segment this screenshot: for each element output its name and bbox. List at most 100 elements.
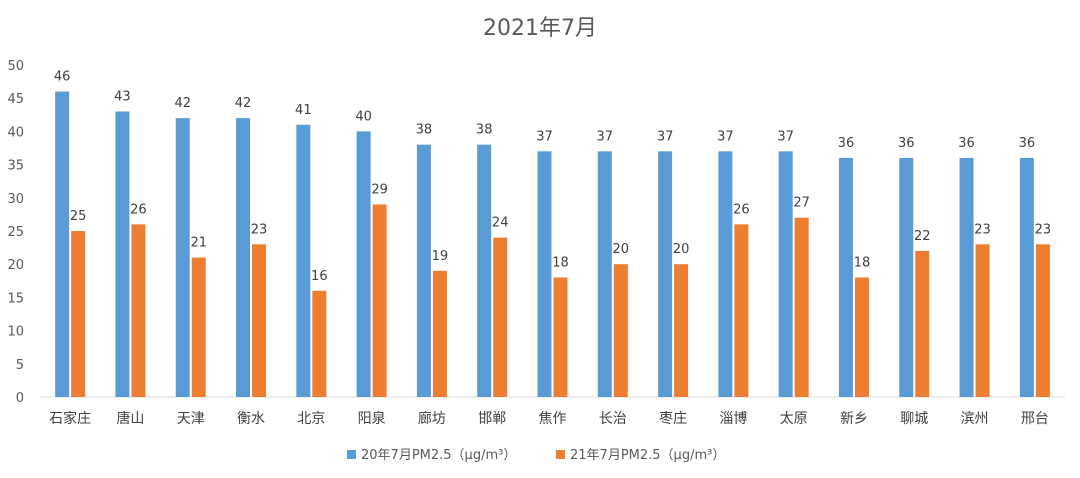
data-label: 25 (70, 209, 87, 224)
data-label: 23 (1035, 222, 1052, 237)
bars-group (55, 91, 1050, 398)
y-tick-label: 15 (7, 291, 24, 306)
chart-title: 2021年7月 (483, 16, 597, 41)
data-label: 37 (777, 129, 794, 144)
y-axis: 0 5 10 15 20 25 30 35 40 45 50 (7, 59, 24, 406)
y-tick-label: 50 (7, 59, 24, 74)
data-label: 18 (854, 255, 871, 270)
bar-2021 (312, 290, 327, 397)
y-tick-label: 30 (7, 192, 24, 207)
y-tick-label: 10 (7, 325, 24, 340)
bar-2021 (553, 277, 568, 397)
x-tick-label: 邯郸 (478, 411, 506, 427)
data-label: 37 (657, 129, 674, 144)
bar-2021 (191, 257, 206, 397)
legend-swatch-20 (347, 450, 356, 459)
bar-2021 (1035, 244, 1050, 397)
data-label: 29 (371, 182, 388, 197)
bar-2021 (794, 217, 809, 397)
data-label: 46 (54, 70, 71, 85)
bar-2020 (175, 118, 190, 398)
data-label: 36 (958, 136, 975, 151)
data-label: 24 (492, 216, 509, 231)
data-label: 36 (838, 136, 855, 151)
x-tick-label: 阳泉 (358, 410, 386, 427)
data-label: 43 (114, 89, 131, 104)
data-label: 18 (552, 255, 569, 270)
x-tick-label: 焦作 (539, 411, 567, 427)
data-label: 21 (190, 236, 207, 251)
x-tick-label: 长治 (599, 411, 627, 427)
data-label: 42 (174, 96, 191, 111)
data-label: 37 (717, 129, 734, 144)
data-label: 42 (235, 96, 252, 111)
data-label: 36 (1019, 136, 1036, 151)
data-label: 26 (733, 202, 750, 217)
x-tick-label: 邢台 (1021, 411, 1049, 427)
y-tick-label: 5 (16, 358, 24, 373)
data-label: 38 (416, 123, 433, 138)
bar-2021 (252, 244, 267, 397)
y-tick-label: 45 (7, 92, 24, 107)
data-label: 23 (974, 222, 991, 237)
bar-2020 (537, 151, 552, 397)
data-label: 20 (673, 242, 690, 257)
x-tick-label: 北京 (297, 411, 325, 427)
bar-2020 (597, 151, 612, 397)
data-label: 20 (613, 242, 630, 257)
data-label: 41 (295, 103, 312, 118)
data-label: 22 (914, 229, 931, 244)
data-label: 23 (251, 222, 268, 237)
y-tick-label: 20 (7, 258, 24, 273)
x-tick-label: 太原 (780, 411, 808, 427)
bar-2020 (115, 111, 130, 397)
bar-2020 (778, 151, 793, 397)
bar-2021 (915, 250, 930, 397)
bar-2021 (975, 244, 990, 397)
legend-swatch-21 (556, 450, 565, 459)
y-tick-label: 40 (7, 125, 24, 140)
bar-2020 (236, 118, 251, 398)
bar-2021 (613, 264, 628, 397)
bar-2021 (854, 277, 869, 397)
y-tick-label: 0 (16, 391, 24, 406)
x-tick-label: 新乡 (840, 411, 868, 427)
bar-2020 (55, 91, 70, 397)
bar-2021 (432, 270, 447, 397)
bar-2020 (959, 157, 974, 397)
x-tick-label: 滨州 (961, 411, 989, 427)
x-tick-label: 唐山 (116, 410, 144, 427)
legend-label-21: 21年7月PM2.5（μg/m³） (570, 448, 725, 463)
bar-2020 (296, 124, 311, 397)
bar-2020 (718, 151, 733, 397)
bar-2020 (838, 157, 853, 397)
x-tick-label: 聊城 (900, 411, 928, 427)
bar-2021 (674, 264, 689, 397)
y-tick-label: 35 (7, 159, 24, 174)
x-tick-label: 天津 (177, 411, 205, 427)
data-label: 40 (355, 109, 372, 124)
bar-2021 (734, 224, 749, 397)
bar-2020 (899, 157, 914, 397)
x-tick-label: 淄博 (719, 410, 747, 427)
data-label: 27 (793, 196, 810, 211)
bar-2020 (658, 151, 673, 397)
x-tick-label: 枣庄 (659, 410, 687, 427)
x-tick-label: 廊坊 (418, 410, 446, 427)
x-tick-label: 衡水 (237, 411, 265, 427)
bar-2021 (493, 237, 508, 397)
bar-2020 (416, 144, 431, 397)
bar-2021 (131, 224, 146, 397)
data-label: 38 (476, 123, 493, 138)
bar-2021 (71, 231, 86, 397)
legend-label-20: 20年7月PM2.5（μg/m³） (361, 448, 516, 463)
data-label: 37 (536, 129, 553, 144)
x-tick-label: 石家庄 (49, 410, 91, 427)
bar-2020 (1019, 157, 1034, 397)
bar-2020 (477, 144, 492, 397)
data-label: 26 (130, 202, 147, 217)
bar-2020 (356, 131, 371, 397)
bar-2021 (372, 204, 387, 397)
data-label: 19 (432, 249, 449, 264)
